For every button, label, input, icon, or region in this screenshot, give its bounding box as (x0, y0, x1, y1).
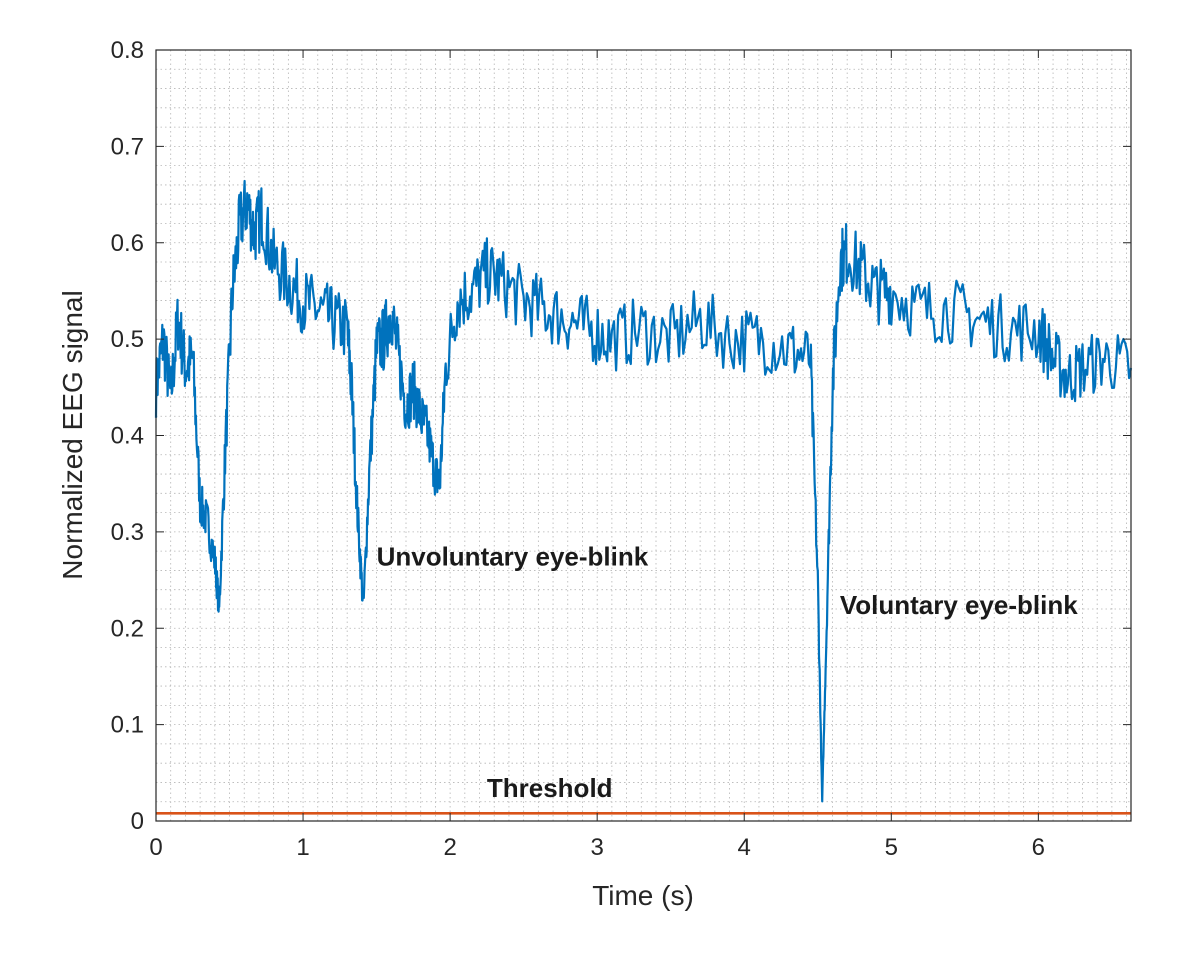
y-tick-label: 0 (131, 808, 144, 835)
x-tick-label: 3 (590, 834, 603, 861)
y-tick-label: 0.8 (111, 37, 144, 64)
y-tick-label: 0.4 (111, 423, 144, 450)
eeg-signal-line (154, 179, 1133, 803)
plot-area (154, 179, 1133, 815)
y-axis-label: Normalized EEG signal (57, 290, 88, 579)
annotations: Unvoluntary eye-blink Voluntary eye-blink… (377, 542, 1079, 803)
x-axis-label: Time (s) (592, 880, 694, 911)
x-tick-label: 2 (443, 834, 456, 861)
y-tick-label: 0.6 (111, 230, 144, 257)
ticks: 0 1 2 3 4 5 6 0 0.1 0.2 0.3 0.4 0.5 0.6 0.7 0.8 (111, 37, 1131, 861)
annotation-label: Threshold (487, 773, 613, 803)
y-tick-label: 0.2 (111, 615, 144, 642)
y-tick-label: 0.1 (111, 712, 144, 739)
annotation-label: Unvoluntary eye-blink (377, 542, 649, 572)
x-tick-label: 4 (738, 834, 751, 861)
y-tick-label: 0.7 (111, 133, 144, 160)
x-tick-label: 6 (1032, 834, 1045, 861)
y-tick-label: 0.3 (111, 519, 144, 546)
x-tick-label: 5 (885, 834, 898, 861)
x-tick-label: 0 (149, 834, 162, 861)
y-tick-label: 0.5 (111, 326, 144, 353)
x-tick-label: 1 (296, 834, 309, 861)
annotation-label: Voluntary eye-blink (840, 590, 1078, 620)
grid (156, 50, 1131, 821)
